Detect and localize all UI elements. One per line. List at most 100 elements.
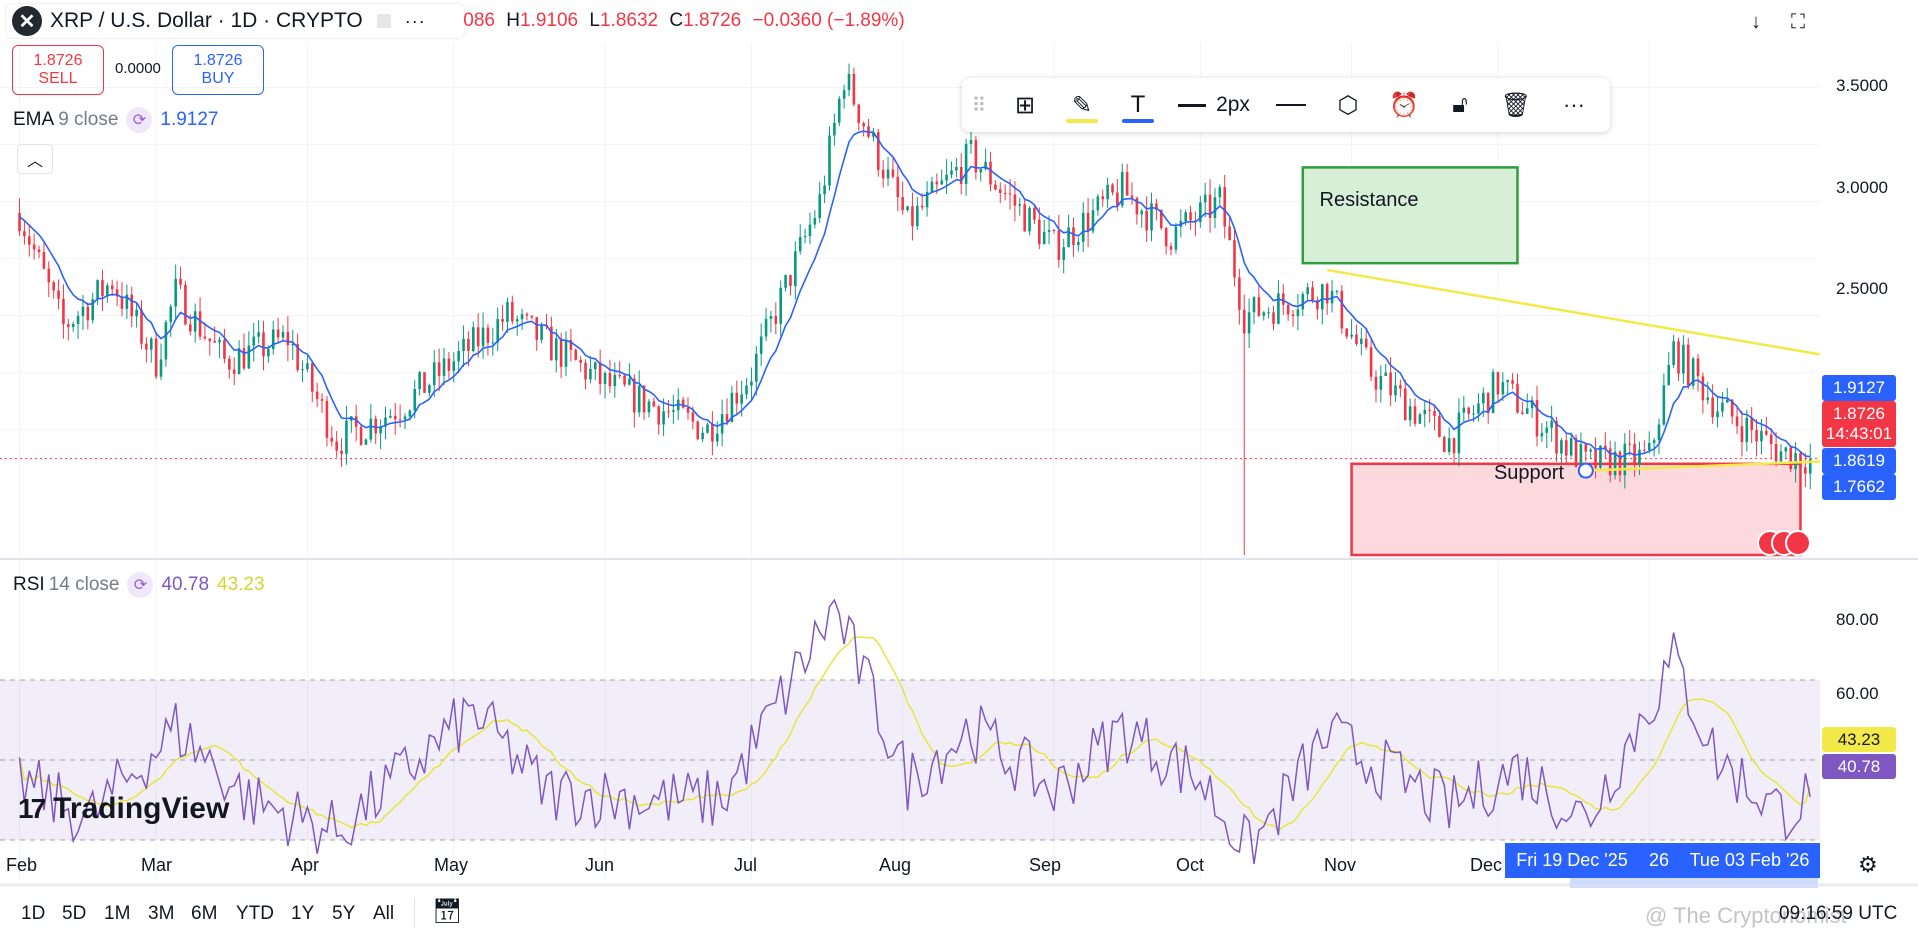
sell-button[interactable]: 1.8726 SELL xyxy=(12,45,104,95)
candle-body xyxy=(1745,417,1749,443)
candle-body xyxy=(520,314,524,320)
templates-icon[interactable]: ⊞ xyxy=(1014,91,1036,119)
candle-body xyxy=(969,140,973,144)
range-button[interactable]: 1M xyxy=(104,903,131,924)
candle-body xyxy=(1018,204,1022,206)
candle-body xyxy=(432,362,436,386)
candle-body xyxy=(891,169,895,177)
collapse-legend-button[interactable]: ︿ xyxy=(17,144,53,174)
line-style-button[interactable] xyxy=(1262,78,1320,132)
candle-body xyxy=(1652,440,1656,444)
download-icon[interactable]: ↓ xyxy=(1751,10,1761,33)
ema-name: EMA xyxy=(13,109,55,130)
candle-body xyxy=(613,374,617,387)
alert-icon[interactable]: ⏰ xyxy=(1389,91,1419,119)
candle-body xyxy=(223,339,226,359)
candle-body xyxy=(335,441,338,451)
candle-body xyxy=(667,411,670,413)
line-width-button[interactable]: 2px xyxy=(1166,78,1262,132)
date-range-icon[interactable]: 📅︎ xyxy=(432,898,463,925)
candle-body xyxy=(833,122,836,136)
candle-body xyxy=(1286,304,1290,315)
rsi-ma-line xyxy=(18,636,1811,831)
events-flag-icon[interactable] xyxy=(1757,526,1811,556)
candle-body xyxy=(393,415,397,420)
range-button[interactable]: 5D xyxy=(62,903,87,924)
candle-body xyxy=(1555,421,1558,454)
candle-body xyxy=(174,278,177,307)
line-color-button[interactable]: ✎ xyxy=(1054,78,1110,132)
text-color-button[interactable]: T xyxy=(1110,78,1166,132)
candle-body xyxy=(379,426,382,434)
candle-body xyxy=(637,385,641,413)
symbol-title[interactable]: XRP / U.S. Dollar · 1D · CRYPTO xyxy=(50,9,363,32)
candle-body xyxy=(1355,334,1358,344)
settings-icon[interactable]: ⬡ xyxy=(1337,91,1359,119)
trendlines-layer[interactable] xyxy=(1326,268,1821,472)
candle-body xyxy=(564,340,568,367)
trash-icon[interactable]: 🗑︎ xyxy=(1500,91,1532,119)
rsi-cycle-icon[interactable]: ⟳ xyxy=(127,572,154,598)
candle-body xyxy=(145,343,148,350)
clock-text[interactable]: 09:16:59 UTC xyxy=(1779,903,1898,924)
candle-body xyxy=(1135,197,1139,215)
range-button[interactable]: 1D xyxy=(21,903,46,924)
candle-body xyxy=(925,191,929,208)
candle-body xyxy=(1345,328,1349,337)
drag-handle-icon[interactable]: ⠿ xyxy=(971,94,987,117)
flag-icon[interactable] xyxy=(376,14,391,28)
range-button[interactable]: 5Y xyxy=(332,903,356,924)
support-label[interactable]: Support xyxy=(1493,461,1565,484)
candle-body xyxy=(203,336,207,339)
candle-body xyxy=(735,392,739,404)
time-tick: Nov xyxy=(1324,855,1357,875)
fullscreen-icon[interactable]: ⛶ xyxy=(1791,10,1805,33)
range-button[interactable]: 3M xyxy=(148,903,175,924)
lock-icon[interactable]: 🔓︎ xyxy=(1452,91,1468,118)
candle-body xyxy=(252,336,256,346)
candle-body xyxy=(750,381,753,386)
rsi-params: 14 close xyxy=(48,574,120,595)
time-tick: Sep xyxy=(1029,855,1062,875)
settings-gear-icon[interactable]: ⚙ xyxy=(1858,852,1878,877)
candle-body xyxy=(691,412,695,422)
text-icon: T xyxy=(1130,91,1146,118)
candle-body xyxy=(42,252,46,269)
candle-body xyxy=(340,450,343,454)
more-icon[interactable]: ··· xyxy=(404,10,426,31)
candle-body xyxy=(354,416,358,427)
ema-params: 9 close xyxy=(58,109,119,130)
symbol-pill[interactable]: ✕ XRP / U.S. Dollar · 1D · CRYPTO ··· xyxy=(6,4,464,38)
drawing-toolbar[interactable]: ⠿ ⊞ ✎ T 2px ⬡ ⏰ 🔓︎ 🗑︎ ··· xyxy=(962,78,1610,132)
range-button[interactable]: All xyxy=(373,903,395,924)
trendline xyxy=(1585,460,1821,472)
candle-body xyxy=(628,378,631,385)
candle-body xyxy=(1521,412,1524,414)
candle-body xyxy=(1140,210,1144,215)
candle-body xyxy=(789,275,792,286)
candle-body xyxy=(1755,430,1758,442)
candle-body xyxy=(1682,344,1685,374)
time-highlight-start: Fri 19 Dec '25 xyxy=(1505,843,1639,878)
candle-body xyxy=(823,185,826,195)
range-button[interactable]: YTD xyxy=(236,903,274,924)
candle-body xyxy=(1447,438,1451,452)
rsi-legend[interactable]: RSI 14 close ⟳ 40.78 43.23 xyxy=(13,572,265,598)
ema-legend[interactable]: EMA 9 close ⟳ 1.9127 xyxy=(13,107,219,133)
candle-body xyxy=(715,433,719,442)
range-button[interactable]: 1Y xyxy=(291,903,315,924)
more-tools-icon[interactable]: ··· xyxy=(1563,92,1585,117)
candle-body xyxy=(1199,202,1202,223)
candle-body xyxy=(1647,443,1651,451)
candle-body xyxy=(1574,438,1578,467)
candle-body xyxy=(257,332,260,337)
buy-button[interactable]: 1.8726 BUY xyxy=(172,45,264,95)
resistance-label[interactable]: Resistance xyxy=(1319,188,1419,211)
candle-body xyxy=(188,324,192,332)
zones-layer[interactable] xyxy=(1301,166,1802,557)
cycle-icon[interactable]: ⟳ xyxy=(126,107,153,133)
candle-body xyxy=(1735,416,1739,427)
candle-body xyxy=(1164,227,1168,247)
range-button[interactable]: 6M xyxy=(191,903,218,924)
